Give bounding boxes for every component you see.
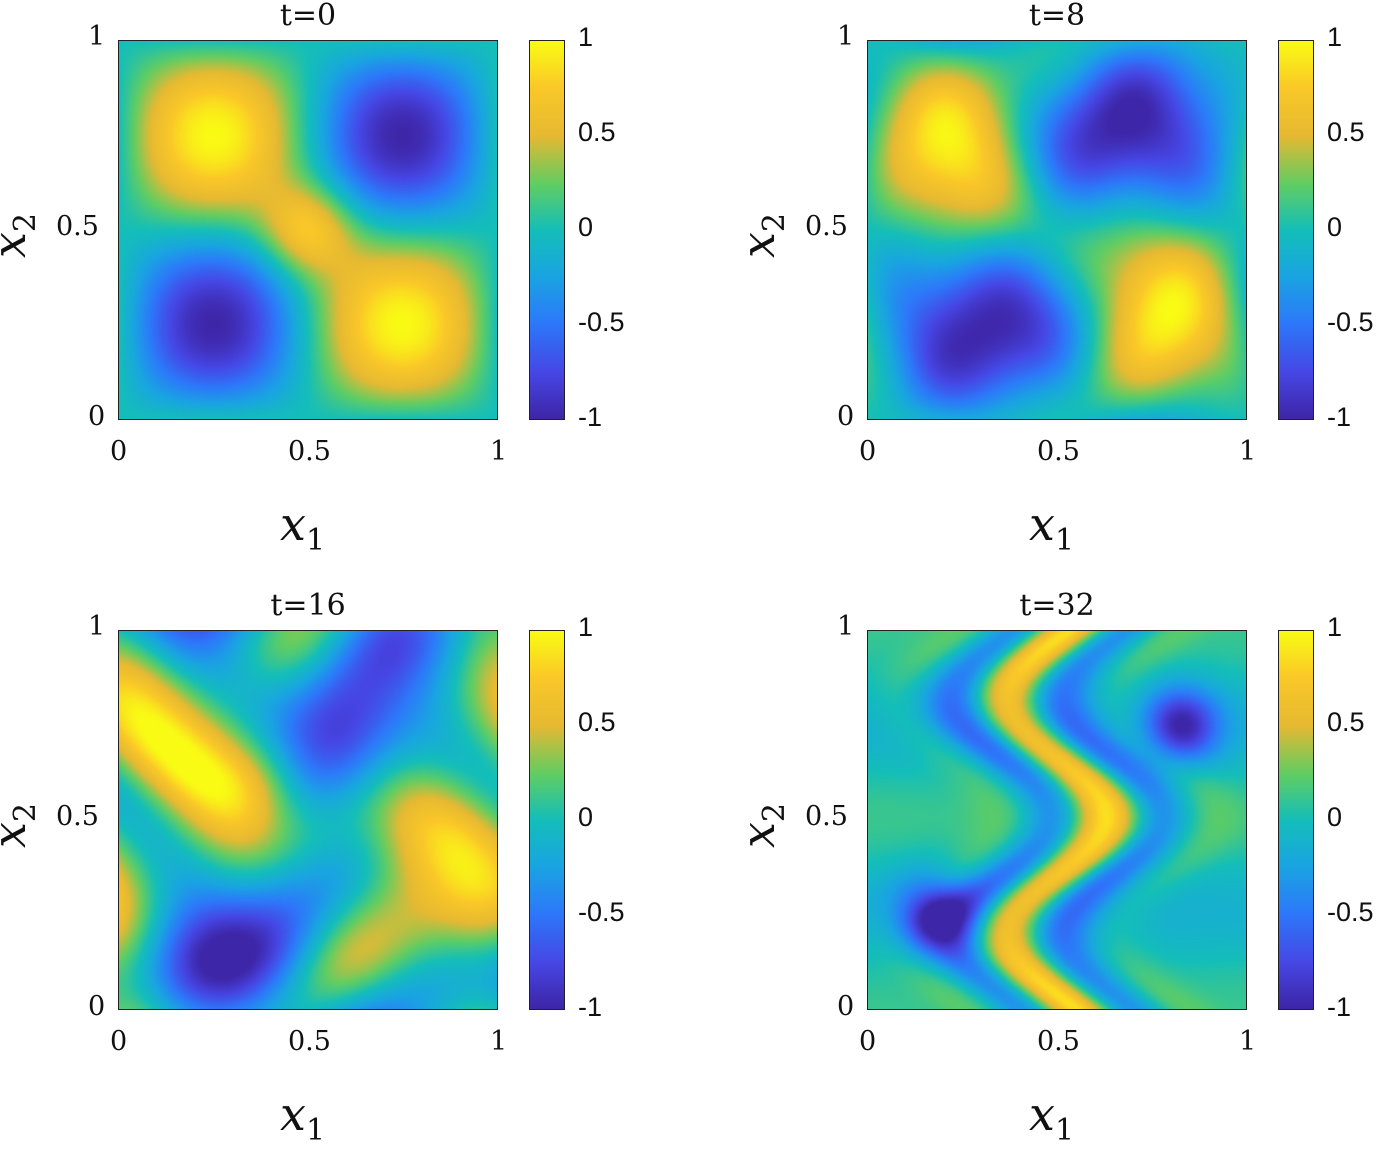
heatmap-field — [118, 40, 498, 420]
y-tick-label: 1 — [88, 611, 106, 642]
colorbar-canvas — [1279, 631, 1313, 1009]
x-tick-label: 1 — [490, 436, 508, 467]
x-axis-label: x1 — [280, 1087, 325, 1148]
y-axis-label: x2 — [731, 803, 792, 848]
x-axis-label: x1 — [280, 497, 325, 558]
x-tick-label: 1 — [1239, 1026, 1257, 1057]
y-tick-label: 0 — [837, 991, 855, 1022]
x-tick-label: 1 — [490, 1026, 508, 1057]
y-axis-label: x2 — [731, 213, 792, 258]
colorbar-tick-label: -1 — [1327, 992, 1352, 1022]
colorbar-tick-label: 0.5 — [1327, 117, 1365, 147]
x-tick-label: 1 — [1239, 436, 1257, 467]
x-axis-label: x1 — [1029, 497, 1074, 558]
x-tick-label: 0 — [859, 436, 877, 467]
x-tick-label: 0 — [110, 1026, 128, 1057]
y-tick-label: 1 — [837, 21, 855, 52]
heatmap-field — [867, 40, 1247, 420]
chart-title: t=16 — [270, 588, 346, 623]
heatmap-field — [118, 630, 498, 1010]
colorbar-tick-label: 0.5 — [578, 707, 616, 737]
y-axis-label-text: x — [0, 822, 36, 848]
colorbar-tick-label: 0.5 — [578, 117, 616, 147]
x-axis-label-sub: 1 — [305, 523, 326, 558]
colorbar — [529, 630, 565, 1010]
colorbar-canvas — [1279, 41, 1313, 419]
y-axis-label-sub: 2 — [8, 802, 44, 823]
y-axis-label: x2 — [0, 803, 43, 848]
heatmap-canvas — [868, 631, 1246, 1009]
colorbar-tick-label: 0.5 — [1327, 707, 1365, 737]
y-tick-label: 0.5 — [805, 211, 848, 242]
x-tick-label: 0.5 — [1037, 1026, 1080, 1057]
colorbar-tick-label: 0 — [578, 802, 594, 832]
y-axis-label-text: x — [731, 822, 786, 849]
colorbar-tick-label: 0 — [1327, 212, 1343, 242]
chart-title: t=0 — [279, 0, 337, 33]
x-axis-label-text: x — [1029, 1087, 1055, 1141]
y-tick-label: 0.5 — [56, 211, 99, 242]
y-axis-label-text: x — [731, 232, 786, 259]
colorbar-tick-label: -0.5 — [578, 307, 625, 337]
chart-title: t=32 — [1019, 588, 1095, 623]
x-tick-label: 0 — [859, 1026, 877, 1057]
colorbar — [529, 40, 565, 420]
colorbar-tick-label: 1 — [578, 22, 594, 52]
x-tick-label: 0 — [110, 436, 128, 467]
y-tick-label: 0 — [837, 401, 855, 432]
colorbar-tick-label: 0 — [1327, 802, 1343, 832]
x-axis-label-text: x — [280, 1087, 306, 1141]
colorbar-tick-label: 1 — [1327, 22, 1343, 52]
colorbar-tick-label: -1 — [578, 402, 603, 432]
y-tick-label: 0.5 — [805, 801, 848, 832]
colorbar-tick-label: 1 — [578, 612, 594, 642]
heatmap-canvas — [119, 631, 497, 1009]
y-axis-label-sub: 2 — [757, 802, 793, 823]
y-tick-label: 0 — [88, 401, 106, 432]
colorbar-tick-label: -0.5 — [1327, 897, 1374, 927]
heatmap-field — [867, 630, 1247, 1010]
x-tick-label: 0.5 — [288, 436, 331, 467]
heatmap-canvas — [119, 41, 497, 419]
chart-title: t=8 — [1028, 0, 1086, 33]
colorbar — [1278, 40, 1314, 420]
colorbar-canvas — [530, 631, 564, 1009]
x-axis-label: x1 — [1029, 1087, 1074, 1148]
colorbar-tick-label: 0 — [578, 212, 594, 242]
colorbar-tick-label: -1 — [1327, 402, 1352, 432]
x-axis-label-text: x — [1029, 497, 1055, 551]
colorbar-tick-label: -1 — [578, 992, 603, 1022]
colorbar-tick-label: 1 — [1327, 612, 1343, 642]
y-axis-label-text: x — [0, 232, 36, 258]
colorbar-canvas — [530, 41, 564, 419]
x-axis-label-sub: 1 — [1054, 523, 1075, 558]
y-tick-label: 0 — [88, 991, 106, 1022]
x-tick-label: 0.5 — [288, 1026, 331, 1057]
y-tick-label: 1 — [837, 611, 855, 642]
heatmap-canvas — [868, 41, 1246, 419]
y-axis-label: x2 — [0, 213, 43, 258]
chart-panel-3: t=32 0 0.5 1 0 0.5 1 -1 -0.5 0 0.5 1 x1 x2 — [731, 588, 1395, 1150]
y-tick-label: 0.5 — [56, 801, 99, 832]
colorbar-tick-label: -0.5 — [1327, 307, 1374, 337]
colorbar — [1278, 630, 1314, 1010]
colorbar-tick-label: -0.5 — [578, 897, 625, 927]
x-axis-label-text: x — [280, 497, 306, 551]
x-axis-label-sub: 1 — [1054, 1113, 1075, 1148]
x-tick-label: 0.5 — [1037, 436, 1080, 467]
y-axis-label-sub: 2 — [757, 212, 793, 233]
x-axis-label-sub: 1 — [305, 1113, 326, 1148]
y-axis-label-sub: 2 — [8, 212, 44, 233]
chart-panel-1: t=8 0 0.5 1 0 0.5 1 -1 -0.5 0 0.5 1 x1 x2 — [731, 0, 1395, 560]
y-tick-label: 1 — [88, 21, 106, 52]
